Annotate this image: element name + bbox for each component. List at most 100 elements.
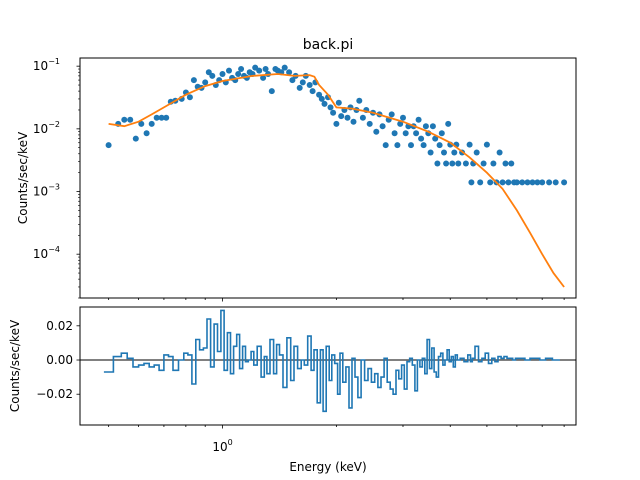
data-point bbox=[445, 120, 452, 127]
y-tick-label: 10−3 bbox=[33, 183, 60, 199]
data-point bbox=[299, 79, 306, 86]
data-point bbox=[289, 77, 296, 84]
data-point bbox=[436, 142, 443, 149]
data-point bbox=[455, 160, 462, 167]
data-point bbox=[438, 130, 445, 137]
data-point bbox=[132, 135, 139, 142]
data-point bbox=[466, 141, 473, 148]
data-point bbox=[256, 67, 263, 74]
data-point bbox=[379, 123, 386, 130]
data-point bbox=[422, 123, 429, 130]
data-point bbox=[335, 99, 342, 106]
data-point bbox=[408, 142, 414, 149]
data-point bbox=[330, 109, 337, 116]
data-point bbox=[268, 88, 275, 95]
data-point bbox=[441, 149, 447, 156]
data-point bbox=[153, 114, 160, 121]
data-point bbox=[286, 69, 293, 76]
data-point bbox=[505, 179, 512, 186]
data-point bbox=[499, 179, 506, 186]
data-point bbox=[388, 111, 395, 118]
data-point bbox=[344, 114, 351, 121]
data-point bbox=[260, 74, 267, 81]
data-point bbox=[413, 130, 420, 137]
data-point bbox=[561, 179, 568, 186]
data-point bbox=[483, 141, 490, 148]
data-point bbox=[490, 160, 497, 167]
data-point bbox=[296, 84, 303, 91]
data-point bbox=[480, 160, 487, 167]
data-point bbox=[318, 95, 325, 102]
data-point bbox=[402, 130, 409, 137]
top-y-axis-label: Counts/sec/keV bbox=[16, 131, 30, 224]
data-point bbox=[209, 72, 216, 79]
data-point bbox=[468, 179, 475, 186]
data-point bbox=[359, 114, 366, 121]
data-point bbox=[127, 116, 134, 123]
data-point bbox=[394, 142, 401, 149]
data-point bbox=[373, 128, 380, 135]
data-point bbox=[226, 67, 232, 74]
data-point bbox=[143, 130, 150, 137]
model-line bbox=[108, 73, 565, 288]
y-tick-label: 10−2 bbox=[33, 120, 60, 136]
data-point bbox=[148, 120, 155, 127]
data-point bbox=[539, 179, 546, 186]
data-point bbox=[420, 142, 427, 149]
data-point bbox=[451, 149, 458, 156]
data-point bbox=[432, 135, 439, 142]
data-point bbox=[513, 179, 520, 186]
data-point bbox=[397, 120, 404, 127]
data-point bbox=[338, 113, 345, 120]
data-point bbox=[309, 88, 316, 95]
data-point bbox=[415, 116, 422, 123]
data-point bbox=[519, 179, 526, 186]
y-tick-label: 0.00 bbox=[46, 353, 73, 367]
data-point bbox=[321, 100, 328, 107]
data-point bbox=[202, 79, 209, 86]
data-point bbox=[449, 160, 456, 167]
x-tick-label: 100 bbox=[212, 438, 232, 454]
data-point bbox=[333, 120, 340, 127]
data-point bbox=[190, 77, 197, 84]
data-point bbox=[105, 142, 112, 149]
chart-title: back.pi bbox=[303, 37, 354, 53]
top-axes-frame bbox=[79, 57, 577, 299]
data-point bbox=[238, 66, 245, 72]
residual-steps bbox=[103, 309, 560, 413]
data-point bbox=[382, 142, 389, 149]
data-point bbox=[158, 114, 165, 121]
data-point bbox=[427, 149, 434, 156]
data-point bbox=[356, 97, 363, 104]
data-point bbox=[262, 66, 269, 72]
data-point bbox=[366, 120, 373, 127]
data-point bbox=[434, 160, 441, 167]
residual-plot: 100 0.02 0.00 −0.02 bbox=[36, 306, 577, 454]
data-point bbox=[534, 179, 541, 186]
data-point bbox=[473, 149, 480, 156]
data-point bbox=[163, 114, 170, 121]
data-point bbox=[552, 179, 559, 186]
data-point bbox=[502, 160, 509, 167]
bottom-y-axis-label: Counts/sec/keV bbox=[8, 319, 22, 412]
data-point bbox=[219, 71, 226, 77]
data-point bbox=[508, 160, 515, 167]
data-point bbox=[443, 160, 450, 167]
y-tick-label: −0.02 bbox=[36, 387, 73, 401]
data-point bbox=[524, 179, 531, 186]
data-point bbox=[529, 179, 536, 186]
data-point bbox=[235, 71, 242, 77]
y-tick-label: 10−1 bbox=[33, 57, 60, 73]
data-point bbox=[487, 179, 494, 186]
top-plot: 10−1 10−2 10−3 10−4 bbox=[33, 57, 577, 302]
data-point bbox=[418, 135, 425, 142]
data-point bbox=[429, 123, 436, 130]
data-point bbox=[400, 114, 406, 121]
data-point bbox=[138, 120, 145, 127]
data-point bbox=[477, 179, 484, 186]
data-point bbox=[121, 116, 128, 123]
data-point bbox=[496, 149, 503, 156]
data-point bbox=[546, 179, 553, 186]
